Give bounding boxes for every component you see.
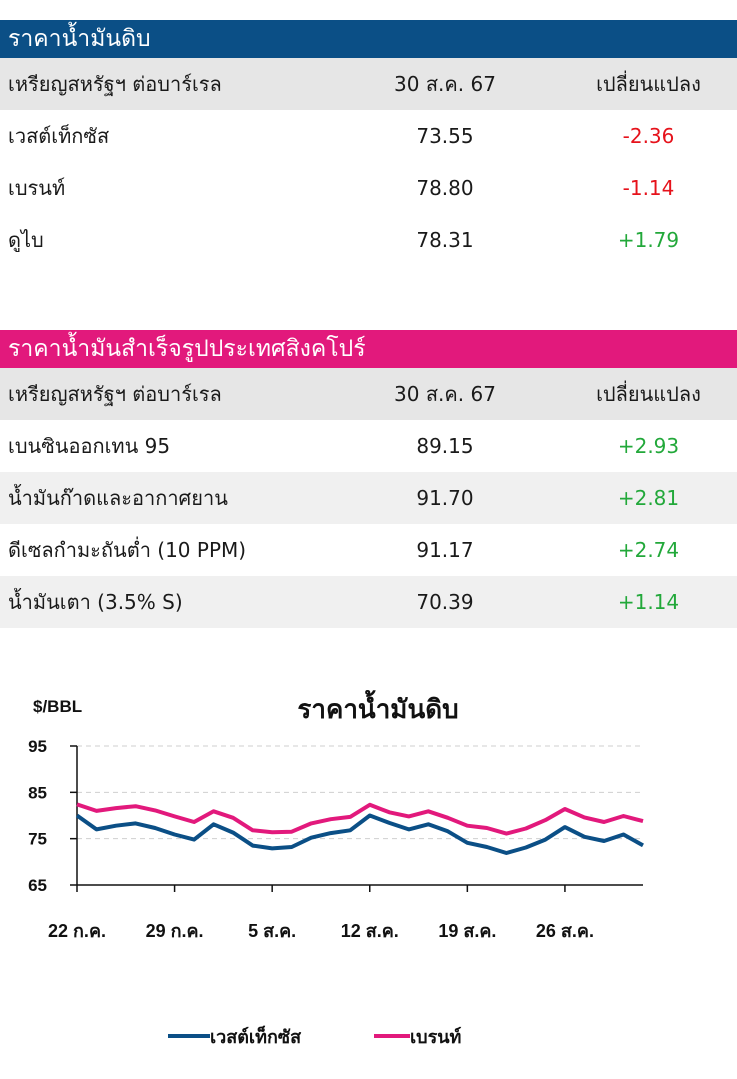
crude-price-chart: ราคาน้ำมันดิบ $/BBL 65 75 85 95 22 ก.ค. 29 ก.… bbox=[0, 680, 737, 1075]
table-row: เบนซินออกเทน 95 89.15 +2.93 bbox=[0, 420, 737, 472]
x-tick-label: 5 ส.ค. bbox=[248, 921, 296, 941]
row-price: 91.17 bbox=[416, 538, 474, 562]
chart-svg: ราคาน้ำมันดิบ $/BBL 65 75 85 95 22 ก.ค. 29 ก.… bbox=[28, 689, 644, 1047]
y-tick-label: 75 bbox=[28, 830, 47, 849]
chart-title: ราคาน้ำมันดิบ bbox=[297, 689, 458, 724]
y-axis-label: $/BBL bbox=[33, 697, 82, 716]
x-tick-label: 26 ส.ค. bbox=[536, 921, 594, 941]
row-change: +1.79 bbox=[617, 228, 680, 252]
row-name: เบรนท์ bbox=[8, 176, 66, 200]
row-name: เวสต์เท็กซัส bbox=[8, 124, 110, 148]
table-row: เบรนท์ 78.80 -1.14 bbox=[0, 162, 737, 214]
row-price: 73.55 bbox=[416, 124, 474, 148]
header-unit: เหรียญสหรัฐฯ ต่อบาร์เรล bbox=[8, 382, 222, 406]
crude-oil-title: ราคาน้ำมันดิบ bbox=[0, 20, 737, 58]
table-row: น้ำมันก๊าดและอากาศยาน 91.70 +2.81 bbox=[0, 472, 737, 524]
row-price: 78.80 bbox=[416, 176, 474, 200]
y-tick-label: 85 bbox=[28, 783, 47, 802]
header-change: เปลี่ยนแปลง bbox=[596, 72, 701, 96]
products-title: ราคาน้ำมันสำเร็จรูปประเทศสิงคโปร์ bbox=[0, 330, 737, 368]
row-price: 70.39 bbox=[416, 590, 474, 614]
row-change: +2.74 bbox=[617, 538, 680, 562]
chart-axes: 65 75 85 95 22 ก.ค. 29 ก.ค. 5 ส.ค. 12 ส.ค. 19 ส.… bbox=[28, 737, 643, 941]
row-name: เบนซินออกเทน 95 bbox=[8, 434, 171, 458]
row-change: -2.36 bbox=[622, 124, 675, 148]
row-name: น้ำมันเตา (3.5% S) bbox=[8, 590, 183, 614]
crude-header-row: เหรียญสหรัฐฯ ต่อบาร์เรล 30 ส.ค. 67 เปลี่… bbox=[0, 58, 737, 110]
series-line-1 bbox=[76, 802, 644, 836]
row-price: 89.15 bbox=[416, 434, 474, 458]
row-change: +2.81 bbox=[617, 486, 680, 510]
row-change: -1.14 bbox=[622, 176, 675, 200]
table-row: ดีเซลกำมะถันต่ำ (10 PPM) 91.17 +2.74 bbox=[0, 524, 737, 576]
table-row: เวสต์เท็กซัส 73.55 -2.36 bbox=[0, 110, 737, 162]
y-tick-label: 95 bbox=[28, 737, 47, 756]
row-change: +1.14 bbox=[617, 590, 680, 614]
legend-label: เวสต์เท็กซัส bbox=[210, 1025, 302, 1047]
x-tick-label: 12 ส.ค. bbox=[341, 921, 399, 941]
row-name: ดูไบ bbox=[8, 228, 44, 252]
y-tick-label: 65 bbox=[28, 876, 47, 895]
chart-series bbox=[75, 802, 644, 855]
header-change: เปลี่ยนแปลง bbox=[596, 382, 701, 406]
header-date: 30 ส.ค. 67 bbox=[394, 72, 496, 96]
chart-legend: เวสต์เท็กซัส เบรนท์ bbox=[168, 1025, 461, 1047]
row-name: น้ำมันก๊าดและอากาศยาน bbox=[8, 486, 228, 510]
x-tick-label: 22 ก.ค. bbox=[48, 921, 106, 941]
crude-oil-table: ราคาน้ำมันดิบ เหรียญสหรัฐฯ ต่อบาร์เรล 30… bbox=[0, 20, 737, 266]
series-line-0 bbox=[75, 813, 644, 855]
row-change: +2.93 bbox=[617, 434, 680, 458]
products-table: ราคาน้ำมันสำเร็จรูปประเทศสิงคโปร์ เหรียญ… bbox=[0, 330, 737, 628]
row-price: 78.31 bbox=[416, 228, 474, 252]
x-tick-label: 29 ก.ค. bbox=[146, 921, 204, 941]
row-price: 91.70 bbox=[416, 486, 474, 510]
header-unit: เหรียญสหรัฐฯ ต่อบาร์เรล bbox=[8, 72, 222, 96]
products-header-row: เหรียญสหรัฐฯ ต่อบาร์เรล 30 ส.ค. 67 เปลี่… bbox=[0, 368, 737, 420]
x-tick-label: 19 ส.ค. bbox=[438, 921, 496, 941]
header-date: 30 ส.ค. 67 bbox=[394, 382, 496, 406]
table-row: ดูไบ 78.31 +1.79 bbox=[0, 214, 737, 266]
legend-label: เบรนท์ bbox=[410, 1026, 461, 1047]
table-row: น้ำมันเตา (3.5% S) 70.39 +1.14 bbox=[0, 576, 737, 628]
row-name: ดีเซลกำมะถันต่ำ (10 PPM) bbox=[8, 538, 247, 562]
